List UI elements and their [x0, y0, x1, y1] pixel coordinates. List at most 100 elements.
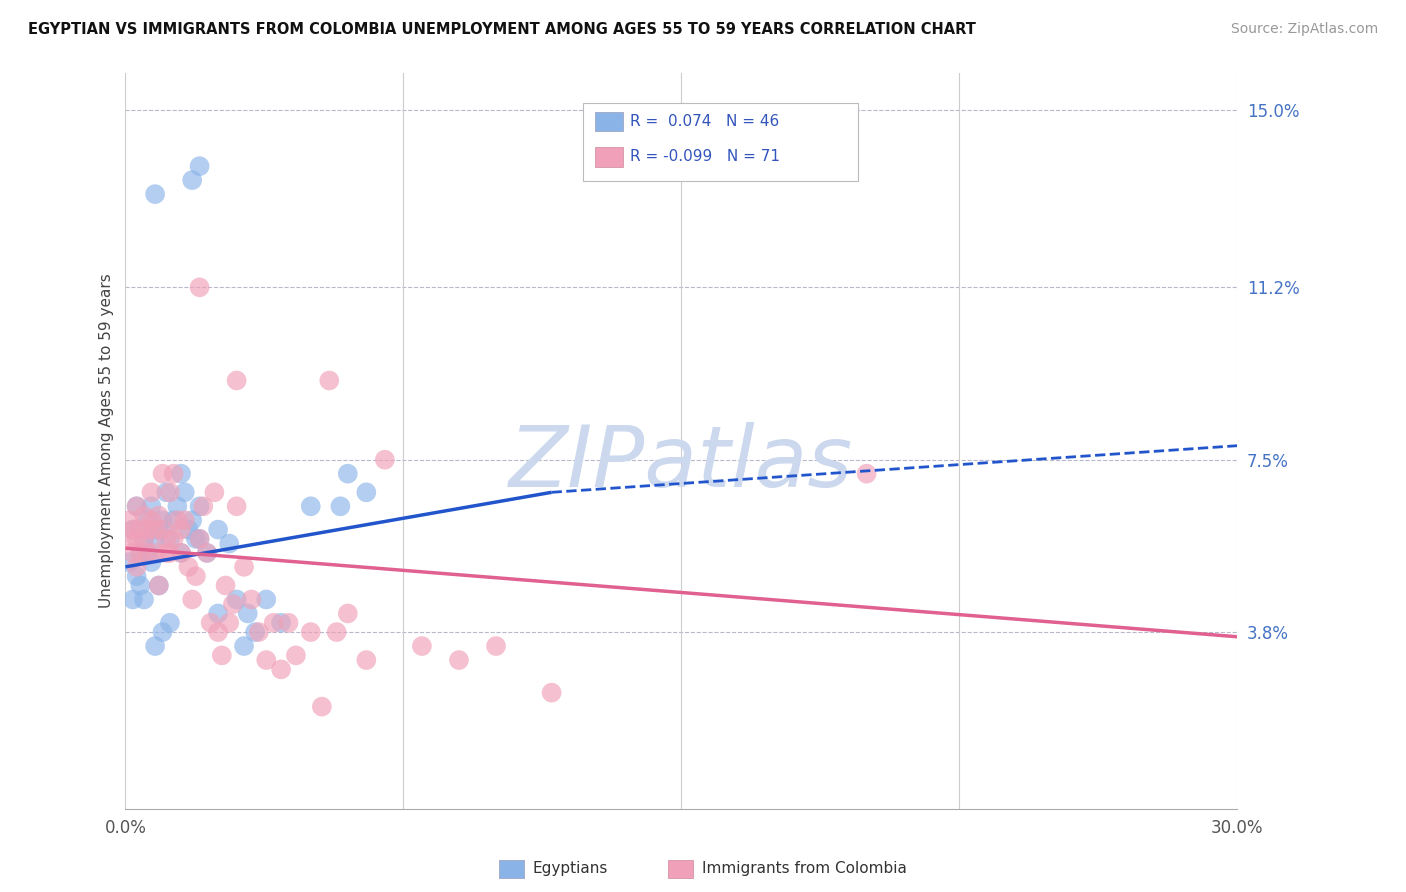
Point	[125, 532, 148, 546]
Point	[318, 374, 340, 388]
Point	[195, 546, 218, 560]
Point	[129, 546, 152, 560]
Point	[270, 662, 292, 676]
Point	[118, 513, 141, 527]
Point	[148, 578, 170, 592]
Point	[254, 653, 277, 667]
Point	[129, 546, 152, 560]
Point	[329, 500, 352, 514]
Text: ZIPatlas: ZIPatlas	[509, 422, 853, 505]
Point	[356, 485, 378, 500]
Point	[148, 508, 170, 523]
Point	[188, 532, 211, 546]
Point	[207, 607, 229, 621]
Point	[240, 592, 263, 607]
Point	[163, 532, 186, 546]
Point	[193, 500, 215, 514]
Point	[411, 639, 433, 653]
Point	[159, 485, 181, 500]
Point	[200, 615, 222, 630]
Point	[118, 532, 141, 546]
Point	[236, 607, 259, 621]
Point	[152, 625, 174, 640]
Point	[132, 592, 155, 607]
Point	[336, 607, 359, 621]
Point	[125, 569, 148, 583]
Point	[143, 639, 166, 653]
Point	[132, 508, 155, 523]
Point	[270, 615, 292, 630]
Point	[122, 546, 145, 560]
Point	[136, 523, 159, 537]
Point	[218, 615, 240, 630]
Point	[125, 559, 148, 574]
Point	[166, 513, 188, 527]
Point	[188, 500, 211, 514]
Point	[163, 513, 186, 527]
Point	[152, 523, 174, 537]
Point	[243, 625, 266, 640]
Point	[214, 578, 236, 592]
Y-axis label: Unemployment Among Ages 55 to 59 years: Unemployment Among Ages 55 to 59 years	[100, 274, 114, 608]
Point	[188, 532, 211, 546]
Point	[254, 592, 277, 607]
Point	[325, 625, 347, 640]
Point	[163, 467, 186, 481]
Point	[152, 513, 174, 527]
Point	[148, 578, 170, 592]
Point	[141, 555, 163, 569]
Point	[173, 485, 195, 500]
Point	[170, 546, 193, 560]
Point	[299, 625, 322, 640]
Point	[177, 523, 200, 537]
Point	[125, 500, 148, 514]
Point	[132, 532, 155, 546]
Point	[170, 523, 193, 537]
Point	[159, 615, 181, 630]
Point	[143, 187, 166, 202]
Point	[141, 485, 163, 500]
Point	[184, 569, 207, 583]
Point	[170, 546, 193, 560]
Point	[374, 452, 396, 467]
Point	[181, 592, 204, 607]
Point	[225, 592, 247, 607]
Point	[233, 559, 256, 574]
Point	[184, 532, 207, 546]
Text: R = -0.099   N = 71: R = -0.099 N = 71	[630, 150, 780, 164]
Point	[336, 467, 359, 481]
Point	[129, 578, 152, 592]
Point	[155, 532, 177, 546]
Point	[181, 513, 204, 527]
Point	[277, 615, 299, 630]
Point	[122, 523, 145, 537]
Point	[132, 532, 155, 546]
Point	[170, 467, 193, 481]
Point	[207, 625, 229, 640]
Point	[188, 280, 211, 294]
Point	[247, 625, 270, 640]
Point	[211, 648, 233, 663]
Point	[225, 500, 247, 514]
Point	[155, 546, 177, 560]
Point	[159, 532, 181, 546]
Point	[152, 467, 174, 481]
Point	[222, 597, 245, 611]
Point	[195, 546, 218, 560]
Point	[485, 639, 508, 653]
Point	[173, 513, 195, 527]
Point	[159, 546, 181, 560]
Point	[136, 546, 159, 560]
Point	[202, 485, 225, 500]
Point	[218, 536, 240, 550]
Point	[155, 485, 177, 500]
Point	[855, 467, 877, 481]
Text: Source: ZipAtlas.com: Source: ZipAtlas.com	[1230, 22, 1378, 37]
Point	[118, 555, 141, 569]
Point	[263, 615, 285, 630]
Point	[141, 500, 163, 514]
Point	[225, 374, 247, 388]
Point	[299, 500, 322, 514]
Point	[141, 513, 163, 527]
Point	[143, 532, 166, 546]
